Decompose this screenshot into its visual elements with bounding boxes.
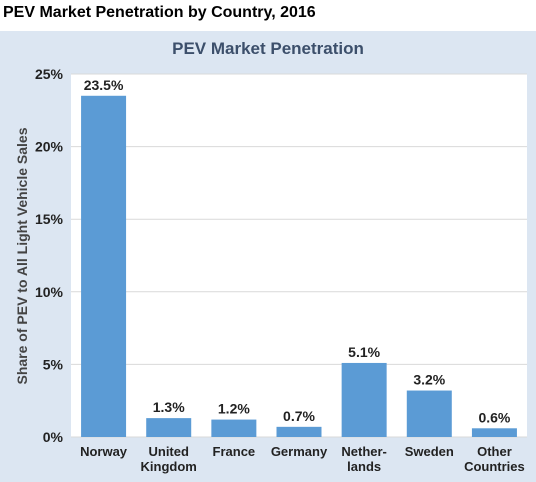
plot-area [71, 74, 527, 437]
x-tick-label: Countries [464, 459, 525, 474]
y-axis-ticks: 0% 5% 10% 15% 20% 25% [35, 66, 64, 445]
x-tick-label: Sweden [405, 444, 454, 459]
y-tick-label: 5% [43, 356, 64, 372]
data-label: 1.2% [218, 401, 250, 417]
bar [146, 418, 192, 437]
x-tick-label: United [148, 444, 189, 459]
y-axis-label: Share of PEV to All Light Vehicle Sales [14, 127, 30, 384]
data-label: 0.6% [478, 409, 510, 425]
y-tick-label: 0% [43, 429, 64, 445]
bar [211, 419, 257, 437]
x-tick-label: Norway [80, 444, 128, 459]
y-tick-label: 10% [35, 284, 64, 300]
page-title: PEV Market Penetration by Country, 2016 [3, 4, 316, 21]
bar [406, 390, 452, 437]
data-label: 1.3% [153, 399, 185, 415]
y-tick-label: 20% [35, 139, 64, 155]
x-tick-label: lands [347, 459, 381, 474]
data-label: 3.2% [413, 372, 445, 388]
y-tick-label: 15% [35, 211, 64, 227]
x-tick-label: France [213, 444, 256, 459]
data-labels: 23.5% 1.3% 1.2% 0.7% 5.1% 3.2% 0.6% [84, 77, 511, 426]
x-tick-label: Kingdom [141, 459, 197, 474]
chart-panel: PEV Market Penetration 23.5% 1.3% 1.2% 0.7%… [0, 31, 536, 482]
bar [276, 426, 322, 437]
bars [81, 95, 517, 437]
x-tick-label: Nether- [341, 444, 387, 459]
bar [341, 362, 387, 437]
bar [471, 428, 517, 437]
x-tick-label: Other [477, 444, 512, 459]
bar [81, 95, 127, 437]
data-label: 5.1% [348, 344, 380, 360]
y-tick-label: 25% [35, 66, 64, 82]
x-tick-label: Germany [271, 444, 328, 459]
data-label: 0.7% [283, 408, 315, 424]
bar-chart: PEV Market Penetration 23.5% 1.3% 1.2% 0.7%… [14, 39, 527, 474]
chart-title: PEV Market Penetration [172, 39, 364, 58]
data-label: 23.5% [84, 77, 124, 93]
